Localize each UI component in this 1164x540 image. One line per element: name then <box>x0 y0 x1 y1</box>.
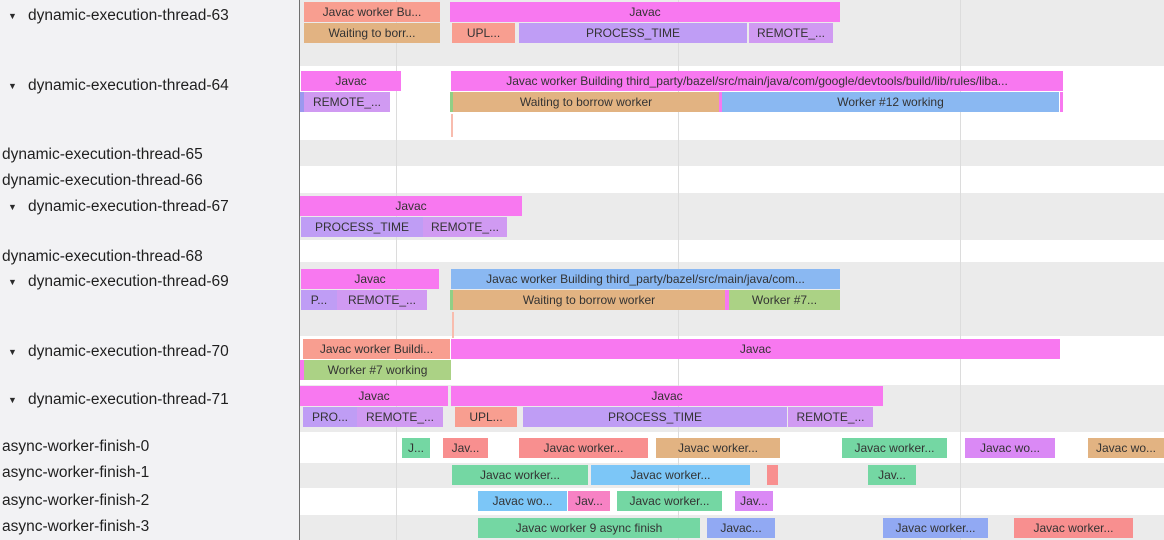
trace-event-bar[interactable]: Javac <box>300 386 448 406</box>
track-background-11 <box>299 488 1164 515</box>
trace-event-bar[interactable]: Javac worker 9 async finish <box>478 518 700 538</box>
flow-tick-0 <box>451 114 453 137</box>
trace-event-bar[interactable]: Waiting to borr... <box>304 23 440 43</box>
trace-event-bar[interactable]: Javac <box>301 269 439 289</box>
trace-event-bar[interactable]: Javac wo... <box>1088 438 1164 458</box>
track-label-dynamic-execution-thread-67[interactable]: ▼ dynamic-execution-thread-67 <box>0 196 229 218</box>
trace-event-bar[interactable]: UPL... <box>452 23 515 43</box>
trace-event-bar[interactable]: Jav... <box>443 438 488 458</box>
collapse-triangle-icon[interactable]: ▼ <box>8 347 17 357</box>
track-label-dynamic-execution-thread-66[interactable]: dynamic-execution-thread-66 <box>0 170 203 192</box>
track-label-dynamic-execution-thread-69[interactable]: ▼ dynamic-execution-thread-69 <box>0 271 229 293</box>
trace-event-bar[interactable]: Javac wo... <box>478 491 567 511</box>
track-label-text: dynamic-execution-thread-64 <box>28 77 229 94</box>
collapse-triangle-icon[interactable]: ▼ <box>8 277 17 287</box>
time-gridline-2 <box>960 0 961 540</box>
timeline-canvas[interactable]: Javac worker Bu... Javac Waiting to borr..… <box>299 0 1164 540</box>
trace-event-bar[interactable]: REMOTE_... <box>357 407 443 427</box>
sidebar-divider[interactable] <box>299 0 300 540</box>
collapse-triangle-icon[interactable]: ▼ <box>8 395 17 405</box>
trace-event-bar[interactable]: REMOTE_... <box>749 23 833 43</box>
trace-event-bar[interactable]: Javac worker... <box>591 465 750 485</box>
trace-event-bar[interactable]: Javac <box>451 386 883 406</box>
trace-event-bar[interactable]: Worker #12 working <box>722 92 1059 112</box>
track-label-text: dynamic-execution-thread-70 <box>28 343 229 360</box>
track-label-text: async-worker-finish-3 <box>2 518 150 535</box>
track-label-text: async-worker-finish-2 <box>2 492 150 509</box>
trace-event-bar[interactable]: Javac worker... <box>452 465 588 485</box>
trace-event-bar[interactable] <box>450 92 453 112</box>
flow-tick-1 <box>452 312 454 338</box>
track-label-text: dynamic-execution-thread-67 <box>28 198 229 215</box>
trace-event-bar[interactable]: Javac worker Building third_party/bazel/… <box>451 71 1063 91</box>
track-label-dynamic-execution-thread-65[interactable]: dynamic-execution-thread-65 <box>0 144 203 166</box>
trace-event-bar[interactable] <box>719 92 722 112</box>
trace-event-bar[interactable]: REMOTE_... <box>304 92 390 112</box>
trace-event-bar[interactable]: Javac worker Bu... <box>304 2 440 22</box>
track-name-sidebar: ▼ dynamic-execution-thread-63 ▼ dynamic-exe… <box>0 0 299 540</box>
collapse-triangle-icon[interactable]: ▼ <box>8 81 17 91</box>
track-label-dynamic-execution-thread-68[interactable]: dynamic-execution-thread-68 <box>0 246 203 268</box>
trace-event-bar[interactable]: Jav... <box>868 465 916 485</box>
trace-event-bar[interactable]: Javac <box>301 71 401 91</box>
trace-event-bar[interactable]: Worker #7... <box>729 290 840 310</box>
trace-event-bar[interactable]: Jav... <box>568 491 610 511</box>
trace-event-bar[interactable] <box>300 92 304 112</box>
track-background-2 <box>299 140 1164 166</box>
trace-event-bar[interactable]: PRO... <box>303 407 357 427</box>
trace-event-bar[interactable]: Javac worker... <box>617 491 722 511</box>
track-label-dynamic-execution-thread-64[interactable]: ▼ dynamic-execution-thread-64 <box>0 75 229 97</box>
trace-event-bar[interactable]: Javac wo... <box>965 438 1055 458</box>
trace-event-bar[interactable]: Javac worker... <box>656 438 780 458</box>
trace-event-bar[interactable]: Javac <box>450 2 840 22</box>
trace-event-bar[interactable]: Jav... <box>735 491 773 511</box>
collapse-triangle-icon[interactable]: ▼ <box>8 202 17 212</box>
trace-event-bar[interactable]: P... <box>301 290 337 310</box>
trace-event-bar[interactable]: Javac worker... <box>883 518 988 538</box>
track-label-async-worker-finish-1[interactable]: async-worker-finish-1 <box>0 462 149 484</box>
track-label-text: dynamic-execution-thread-63 <box>28 7 229 24</box>
track-label-text: async-worker-finish-0 <box>2 438 150 455</box>
trace-event-bar[interactable]: Javac worker... <box>842 438 947 458</box>
trace-event-bar[interactable]: J... <box>402 438 430 458</box>
track-label-text: dynamic-execution-thread-69 <box>28 273 229 290</box>
track-label-text: dynamic-execution-thread-65 <box>2 146 203 163</box>
trace-event-bar[interactable]: Javac... <box>707 518 775 538</box>
trace-event-bar[interactable]: REMOTE_... <box>337 290 427 310</box>
track-background-3 <box>299 166 1164 193</box>
trace-event-bar[interactable]: Javac worker Buildi... <box>303 339 450 359</box>
track-label-text: async-worker-finish-1 <box>2 464 150 481</box>
trace-event-bar[interactable] <box>1060 92 1063 112</box>
trace-event-bar[interactable]: PROCESS_TIME <box>519 23 747 43</box>
trace-event-bar[interactable]: PROCESS_TIME <box>523 407 787 427</box>
trace-event-bar[interactable] <box>450 290 453 310</box>
trace-event-bar[interactable]: Waiting to borrow worker <box>453 92 719 112</box>
trace-event-bar[interactable]: Worker #7 working <box>304 360 451 380</box>
track-label-async-worker-finish-3[interactable]: async-worker-finish-3 <box>0 516 149 538</box>
trace-event-bar[interactable]: Javac worker... <box>519 438 648 458</box>
track-label-text: dynamic-execution-thread-71 <box>28 391 229 408</box>
trace-event-bar[interactable]: REMOTE_... <box>788 407 873 427</box>
trace-event-bar[interactable]: PROCESS_TIME <box>301 217 423 237</box>
track-background-5 <box>299 240 1164 262</box>
track-label-dynamic-execution-thread-71[interactable]: ▼ dynamic-execution-thread-71 <box>0 389 229 411</box>
track-label-dynamic-execution-thread-70[interactable]: ▼ dynamic-execution-thread-70 <box>0 341 229 363</box>
trace-event-bar[interactable] <box>767 465 778 485</box>
track-label-async-worker-finish-2[interactable]: async-worker-finish-2 <box>0 490 149 512</box>
track-label-text: dynamic-execution-thread-68 <box>2 248 203 265</box>
trace-event-bar[interactable]: Javac worker Building third_party/bazel/… <box>451 269 840 289</box>
trace-event-bar[interactable] <box>299 360 304 380</box>
track-label-dynamic-execution-thread-63[interactable]: ▼ dynamic-execution-thread-63 <box>0 5 229 27</box>
track-label-text: dynamic-execution-thread-66 <box>2 172 203 189</box>
collapse-triangle-icon[interactable]: ▼ <box>8 11 17 21</box>
trace-event-bar[interactable]: UPL... <box>455 407 517 427</box>
trace-event-bar[interactable] <box>725 290 729 310</box>
trace-event-bar[interactable]: REMOTE_... <box>423 217 507 237</box>
track-label-async-worker-finish-0[interactable]: async-worker-finish-0 <box>0 436 149 458</box>
trace-event-bar[interactable]: Javac <box>300 196 522 216</box>
trace-event-bar[interactable]: Javac worker... <box>1014 518 1133 538</box>
trace-event-bar[interactable]: Javac <box>451 339 1060 359</box>
trace-event-bar[interactable]: Waiting to borrow worker <box>453 290 725 310</box>
